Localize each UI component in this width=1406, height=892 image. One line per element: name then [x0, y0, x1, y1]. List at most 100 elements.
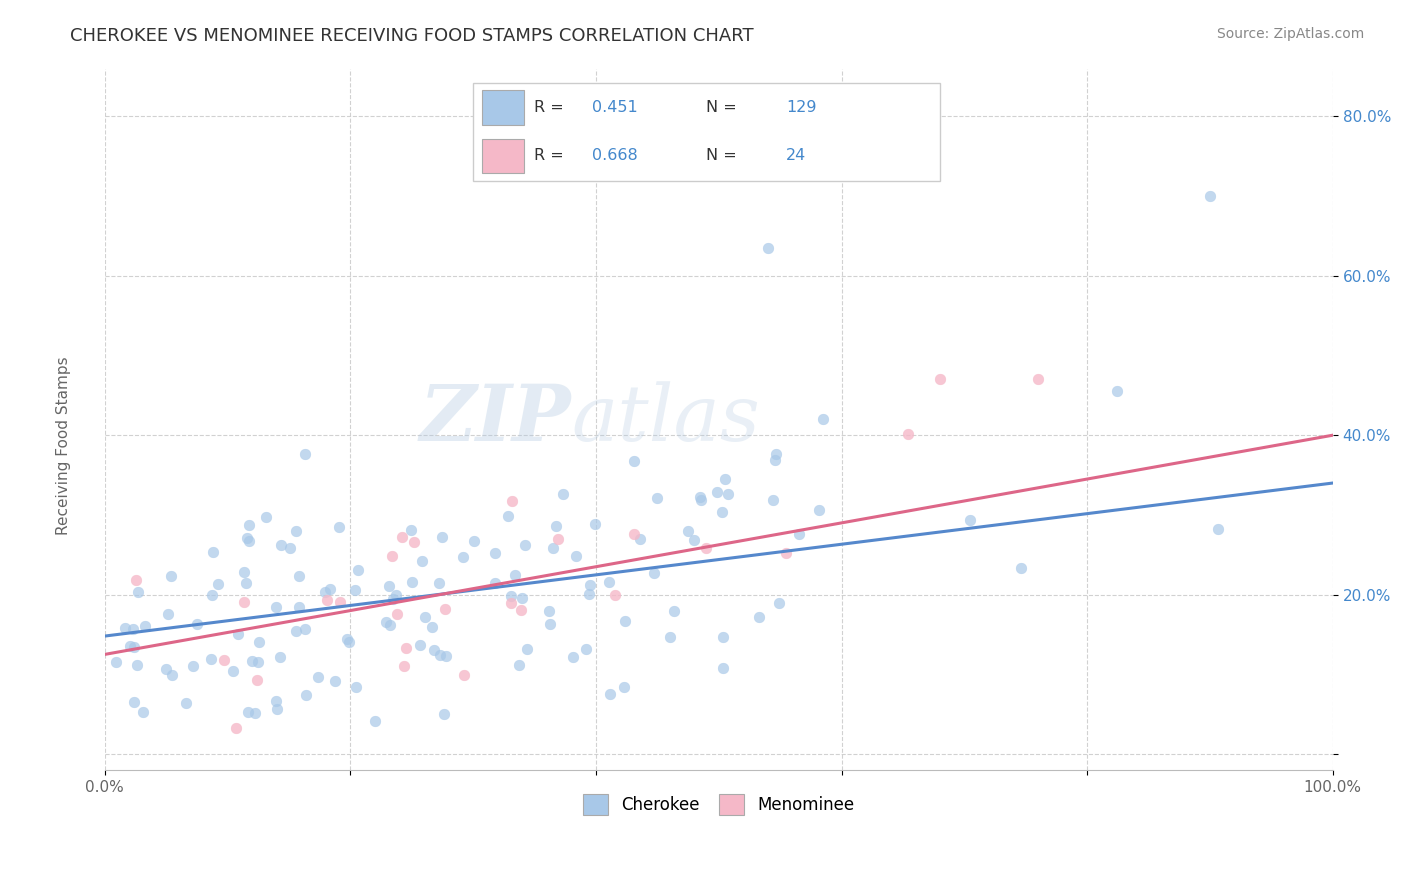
Point — [501, 493, 523, 508]
Point — [959, 514, 981, 528]
Point — [235, 576, 257, 591]
Point — [808, 503, 831, 517]
Point — [391, 530, 413, 544]
Point — [429, 648, 451, 662]
Point — [328, 520, 350, 534]
Point — [429, 575, 451, 590]
Point — [775, 546, 797, 560]
Point — [623, 527, 645, 541]
Point — [134, 619, 156, 633]
Point — [1206, 522, 1229, 536]
Point — [385, 588, 408, 602]
Point — [706, 484, 728, 499]
Point — [233, 565, 256, 579]
Point — [294, 447, 316, 461]
Point — [496, 508, 519, 523]
Point — [132, 705, 155, 719]
Point — [508, 658, 530, 673]
Point — [420, 620, 443, 634]
Point — [713, 660, 735, 674]
Point — [613, 681, 636, 695]
Point — [336, 632, 359, 646]
Point — [499, 589, 522, 603]
Point — [378, 579, 401, 593]
Point — [598, 574, 620, 589]
Point — [484, 575, 506, 590]
Point — [765, 447, 787, 461]
Point — [238, 534, 260, 549]
Point — [207, 577, 229, 591]
Point — [411, 554, 433, 568]
Point — [157, 607, 180, 621]
Point — [603, 588, 626, 602]
Point — [160, 568, 183, 582]
Point — [756, 241, 779, 255]
Point — [392, 658, 415, 673]
Point — [553, 487, 575, 501]
Point — [314, 585, 336, 599]
Point — [295, 689, 318, 703]
Point — [278, 541, 301, 555]
Point — [695, 541, 717, 555]
Point — [575, 641, 598, 656]
Point — [315, 593, 337, 607]
Point — [155, 662, 177, 676]
Point — [811, 412, 834, 426]
Point — [1026, 372, 1049, 386]
Point — [579, 578, 602, 592]
Text: Receiving Food Stamps: Receiving Food Stamps — [56, 357, 70, 535]
Text: ZIP: ZIP — [420, 381, 571, 458]
Point — [897, 426, 920, 441]
Point — [689, 490, 711, 504]
Point — [238, 517, 260, 532]
Point — [337, 635, 360, 649]
Point — [768, 596, 790, 610]
Point — [423, 643, 446, 657]
Point — [451, 549, 474, 564]
Point — [269, 650, 291, 665]
Point — [395, 641, 418, 656]
Point — [264, 599, 287, 614]
Point — [510, 591, 533, 605]
Point — [762, 492, 785, 507]
Point — [264, 694, 287, 708]
Point — [463, 533, 485, 548]
Point — [346, 563, 368, 577]
Point — [538, 617, 561, 632]
Point — [294, 622, 316, 636]
Point — [329, 595, 352, 609]
Point — [245, 706, 267, 720]
Point — [325, 674, 347, 689]
Point — [664, 604, 686, 618]
Point — [628, 532, 651, 546]
Point — [401, 575, 423, 590]
Point — [516, 641, 538, 656]
Point — [288, 569, 311, 583]
Point — [201, 545, 224, 559]
Point — [122, 622, 145, 636]
Point — [713, 471, 735, 485]
Point — [222, 664, 245, 678]
Point — [546, 518, 568, 533]
Point — [541, 541, 564, 555]
Point — [200, 652, 222, 666]
Point — [690, 492, 713, 507]
Point — [578, 587, 600, 601]
Point — [413, 610, 436, 624]
Point — [499, 596, 522, 610]
Point — [711, 630, 734, 644]
Point — [381, 549, 404, 563]
Point — [678, 524, 700, 538]
Point — [186, 617, 208, 632]
Point — [344, 582, 367, 597]
Point — [374, 615, 396, 630]
Point — [710, 505, 733, 519]
Point — [787, 526, 810, 541]
Point — [453, 668, 475, 682]
Point — [236, 532, 259, 546]
Point — [225, 721, 247, 735]
Point — [433, 706, 456, 721]
Point — [562, 650, 585, 665]
Text: Source: ZipAtlas.com: Source: ZipAtlas.com — [1216, 27, 1364, 41]
Point — [270, 538, 292, 552]
